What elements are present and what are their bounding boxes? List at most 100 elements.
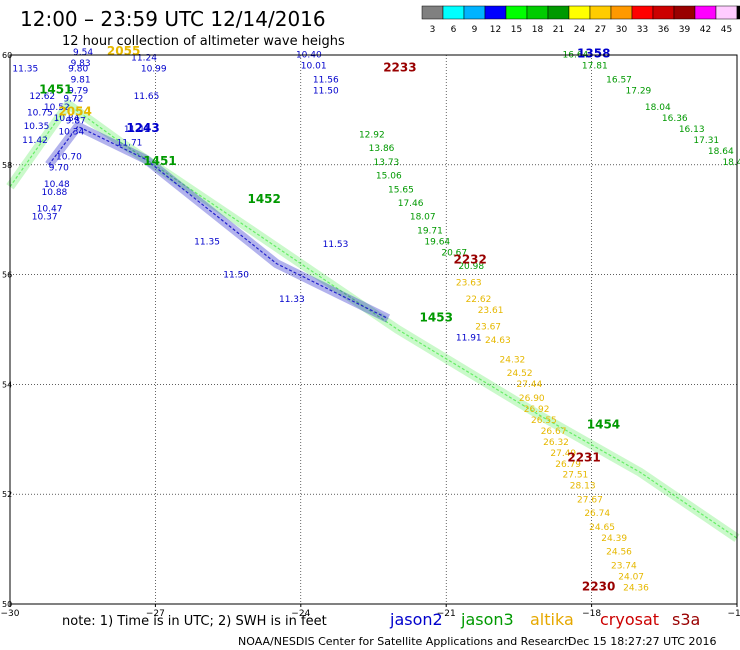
altika-point: 23.61 xyxy=(478,306,504,316)
legend: jason2 jason3 altika cryosat s3a xyxy=(389,610,700,629)
jason3-point: 15.65 xyxy=(388,185,414,195)
colorbar-label: 21 xyxy=(553,25,564,35)
altika-point: 24.39 xyxy=(601,534,627,544)
colorbar-swatch xyxy=(442,5,465,20)
jason3-point: 18.07 xyxy=(410,213,436,223)
altika-time-label: 2054 xyxy=(58,104,91,118)
altika-point: 23.63 xyxy=(456,279,482,289)
jason2-point: 10.84 xyxy=(54,114,80,124)
jason3-point: 13.73 xyxy=(374,158,400,168)
legend-note: note: 1) Time is in UTC; 2) SWH is in fe… xyxy=(62,614,327,629)
x-tick-label: −18 xyxy=(582,609,601,619)
jason2-point: 10.88 xyxy=(42,188,68,198)
cryosat-time-label: 2232 xyxy=(453,253,486,267)
colorbar-swatch xyxy=(547,5,570,20)
jason3-point: 15.06 xyxy=(376,172,402,182)
jason3-point: 16.57 xyxy=(606,75,632,85)
jason2-point: 9.72 xyxy=(63,95,83,105)
altika-point: 26.55 xyxy=(531,416,557,426)
altika-point: 27.67 xyxy=(577,495,603,505)
jason2-point: 10.99 xyxy=(141,64,167,74)
jason2-point: 10.52 xyxy=(44,103,70,113)
jason2-time-label: 1358 xyxy=(577,47,610,61)
jason2-point: 9.83 xyxy=(71,59,91,69)
jason2-point: 11.56 xyxy=(313,75,339,85)
jason2-point: 9.54 xyxy=(73,48,93,58)
y-tick-label: 60 xyxy=(2,51,12,60)
jason2-point: 10.01 xyxy=(301,62,327,72)
y-tick-label: 54 xyxy=(2,380,12,389)
altika-point: 26.67 xyxy=(541,427,567,437)
colorbar-label: 27 xyxy=(595,25,606,35)
colorbar-swatch xyxy=(589,5,612,20)
colorbar-label: 15 xyxy=(511,25,522,35)
jason3-point: 17.31 xyxy=(693,136,719,146)
colorbar-swatch xyxy=(652,5,675,20)
altika-time-label: 2055 xyxy=(107,44,140,58)
jason2-point: 11.71 xyxy=(117,139,143,149)
jason2-point: 10.70 xyxy=(56,152,82,162)
x-tick-label: −27 xyxy=(146,609,165,619)
altika-point: 24.36 xyxy=(623,583,649,593)
colorbar-label: 45 xyxy=(721,25,732,35)
legend-s3a: s3a xyxy=(672,610,700,629)
jason3-point: 18.4 xyxy=(722,158,740,168)
altika-point: 24.63 xyxy=(485,336,511,346)
x-tick-label: −15 xyxy=(728,609,740,619)
jason3-track xyxy=(6,98,740,542)
colorbar-label: 6 xyxy=(451,25,457,35)
colorbar-label: 3 xyxy=(430,25,436,35)
jason2-point: 10.47 xyxy=(37,204,63,214)
jason2-point: 9.87 xyxy=(66,117,86,127)
jason3-point: 18.04 xyxy=(645,103,671,113)
altika-point: 26.32 xyxy=(543,438,569,448)
legend-altika: altika xyxy=(530,610,574,629)
jason2-point: 10.35 xyxy=(24,122,50,132)
jason3-point: 17.81 xyxy=(582,62,608,72)
jason2-point: 9.80 xyxy=(68,64,88,74)
colorbar-swatch xyxy=(505,5,528,20)
jason3-point: 16.64 xyxy=(563,51,589,61)
jason2-point: 12.62 xyxy=(29,92,55,102)
colorbar-label: 30 xyxy=(616,25,628,35)
jason2-point: 11.24 xyxy=(131,53,157,63)
jason2-point: 9.70 xyxy=(49,163,69,173)
x-tick-label: −24 xyxy=(291,609,310,619)
axes: −30 −27 −24 −21 −18 −15 50 52 54 56 58 60 xyxy=(1,51,740,619)
cryosat-time-label: 2231 xyxy=(567,450,600,464)
jason3-point: 16.13 xyxy=(679,125,705,135)
jason3-time-label: 1451 xyxy=(143,154,176,168)
jason3-point: 20.98 xyxy=(458,262,484,272)
plot-frame xyxy=(9,54,738,605)
jason2-track xyxy=(45,120,391,323)
satellite-tracks xyxy=(6,98,740,542)
y-tick-label: 50 xyxy=(2,600,12,609)
jason2-point: 10.37 xyxy=(32,213,58,223)
colorbar-label: 36 xyxy=(658,25,670,35)
jason3-point: 19.71 xyxy=(417,226,443,236)
jason2-point: 11.50 xyxy=(223,270,249,280)
altika-point: 27.44 xyxy=(516,380,542,390)
colorbar-swatch xyxy=(610,5,633,20)
y-tick-label: 52 xyxy=(2,490,12,499)
altika-point: 27.51 xyxy=(563,471,589,481)
jason3-point: 18.64 xyxy=(708,147,734,157)
chart-subtitle: 12 hour collection of altimeter wave hei… xyxy=(62,34,345,49)
jason3-point: 17.29 xyxy=(626,86,652,96)
jason2-point: 11.91 xyxy=(456,333,482,343)
jason3-time-label: 1452 xyxy=(247,192,280,206)
altika-point: 22.62 xyxy=(466,295,492,305)
altika-point: 26.74 xyxy=(584,509,610,519)
jason2-point: 10.40 xyxy=(296,51,322,61)
altika-point: 23.74 xyxy=(611,561,637,571)
colorbar-swatch xyxy=(526,5,549,20)
altika-point: 28.13 xyxy=(570,482,596,492)
jason3-point: 13.86 xyxy=(369,144,395,154)
colorbar-swatch xyxy=(736,5,740,20)
jason3-time-label: 1451 xyxy=(39,82,72,96)
jason2-point: 9.79 xyxy=(68,86,88,96)
cryosat-time-label: 2230 xyxy=(582,579,615,593)
colorbar-swatch xyxy=(484,5,507,20)
altika-point: 24.32 xyxy=(500,355,526,365)
colorbar-swatch xyxy=(568,5,591,20)
